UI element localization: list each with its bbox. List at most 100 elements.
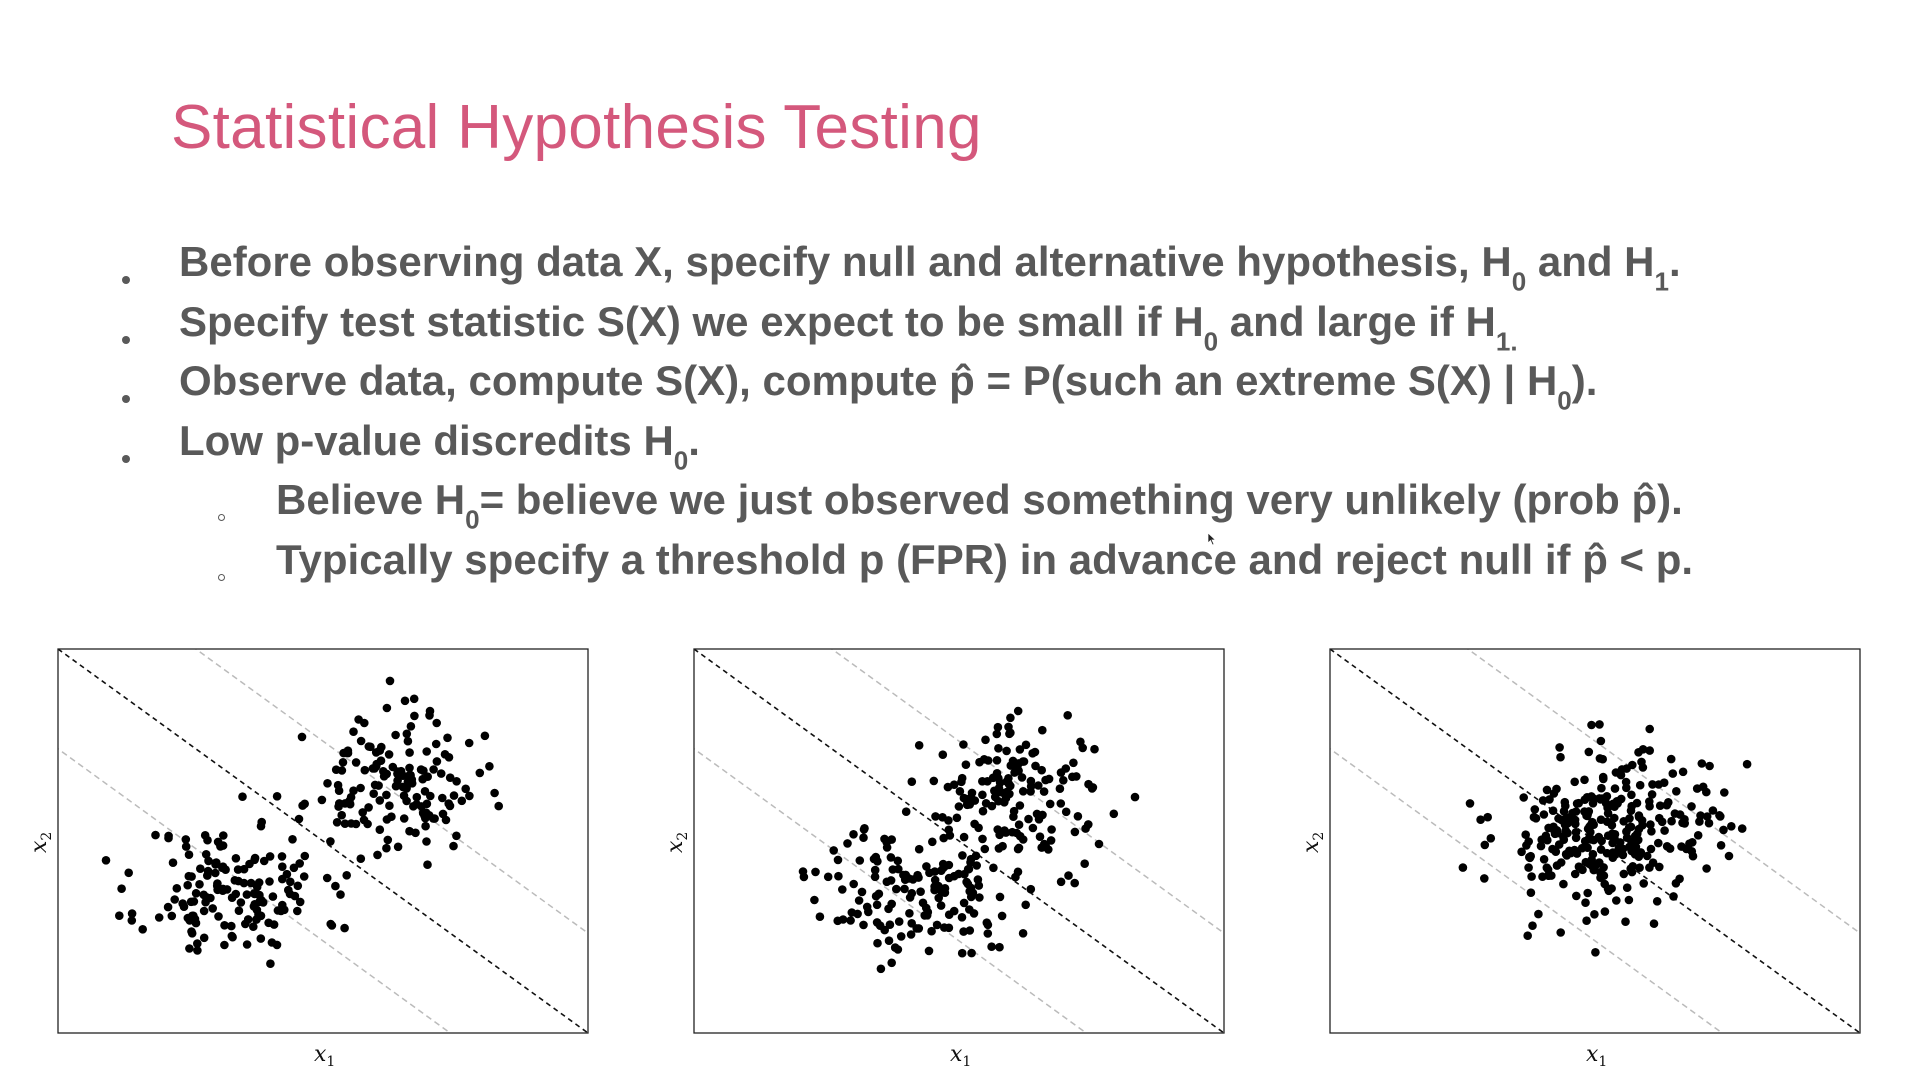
data-point: [383, 835, 393, 845]
data-point: [1647, 790, 1657, 799]
data-point: [870, 872, 880, 882]
data-point: [1045, 799, 1055, 809]
data-point: [1018, 757, 1028, 766]
data-point: [385, 676, 395, 686]
data-point: [406, 722, 416, 731]
data-point: [1611, 768, 1621, 777]
data-point: [943, 782, 953, 792]
data-point: [163, 902, 173, 912]
data-point: [880, 925, 889, 935]
data-point: [236, 898, 246, 907]
data-point: [1556, 928, 1565, 937]
data-point: [978, 806, 988, 816]
slide-title: Statistical Hypothesis Testing: [171, 93, 982, 162]
data-point: [1627, 790, 1636, 800]
data-point: [1595, 720, 1604, 729]
data-point: [993, 722, 1003, 732]
data-point: [1039, 787, 1049, 796]
bullet-text: Before observing data X, specify null an…: [179, 238, 1512, 285]
data-point: [1015, 745, 1025, 754]
data-point: [914, 924, 924, 933]
bullet-text: .: [1669, 238, 1681, 285]
data-point: [382, 815, 392, 824]
data-point: [1680, 815, 1689, 824]
data-point: [1538, 796, 1548, 805]
data-point: [1646, 844, 1656, 854]
data-point: [1634, 812, 1644, 822]
data-point: [1037, 765, 1046, 775]
data-point: [989, 863, 998, 873]
bullet-dot-icon: [122, 276, 130, 284]
data-point: [1648, 780, 1657, 789]
data-point: [370, 780, 380, 790]
data-point: [272, 940, 282, 950]
data-point: [1704, 818, 1714, 828]
data-point: [1550, 829, 1560, 839]
data-point: [1696, 811, 1705, 820]
data-point: [1038, 725, 1047, 735]
data-point: [1536, 841, 1546, 851]
data-point: [1529, 812, 1539, 822]
data-point: [854, 896, 864, 905]
data-point: [1719, 825, 1728, 835]
data-point: [1654, 838, 1663, 848]
bullet-text: Low p-value discredits H: [179, 416, 674, 464]
data-point: [213, 879, 222, 888]
data-point: [1635, 863, 1644, 872]
data-point: [870, 865, 880, 875]
data-point: [978, 790, 987, 800]
data-point: [204, 856, 213, 866]
data-point: [218, 841, 228, 850]
data-point: [384, 750, 394, 759]
data-point: [1539, 810, 1549, 819]
data-point: [975, 893, 984, 902]
data-point: [1693, 831, 1703, 840]
data-point: [1130, 792, 1140, 802]
data-point: [409, 694, 419, 704]
data-point: [1021, 900, 1030, 910]
data-point: [1013, 706, 1023, 716]
data-point: [193, 946, 202, 955]
data-point: [940, 888, 950, 897]
data-point: [896, 932, 906, 941]
data-point: [1571, 807, 1581, 816]
data-point: [1677, 842, 1686, 851]
x-axis-label: x1: [314, 1042, 335, 1070]
data-point: [1035, 832, 1045, 841]
data-point: [485, 762, 494, 771]
data-point: [1530, 805, 1540, 814]
margin-line: [194, 649, 588, 935]
data-point: [834, 871, 843, 881]
data-point: [214, 912, 223, 921]
data-point: [959, 740, 968, 749]
data-point: [181, 842, 191, 851]
data-point: [1715, 811, 1724, 820]
data-point: [1080, 859, 1089, 868]
data-point: [859, 833, 868, 842]
data-point: [1678, 767, 1688, 777]
data-point: [873, 857, 882, 866]
data-point: [811, 867, 820, 877]
data-point: [440, 750, 450, 759]
data-point: [356, 783, 365, 793]
data-point: [445, 801, 455, 811]
data-point: [884, 936, 894, 945]
data-point: [480, 731, 490, 741]
data-point: [988, 773, 998, 783]
data-point: [1645, 746, 1654, 755]
data-point: [872, 918, 882, 927]
data-point: [846, 916, 855, 925]
data-point: [1081, 824, 1090, 833]
data-point: [342, 871, 352, 880]
data-point: [429, 765, 438, 774]
data-point: [227, 921, 236, 931]
data-point: [238, 792, 247, 801]
data-point: [855, 856, 865, 865]
bullet-ring-icon: [218, 514, 225, 521]
bullet-subscript: 0: [673, 444, 689, 475]
data-point: [1040, 839, 1049, 849]
scatter-plot-3: x1 x2: [1299, 646, 1861, 1070]
data-point: [1538, 872, 1547, 881]
data-point: [432, 757, 442, 766]
data-point: [1622, 883, 1632, 892]
